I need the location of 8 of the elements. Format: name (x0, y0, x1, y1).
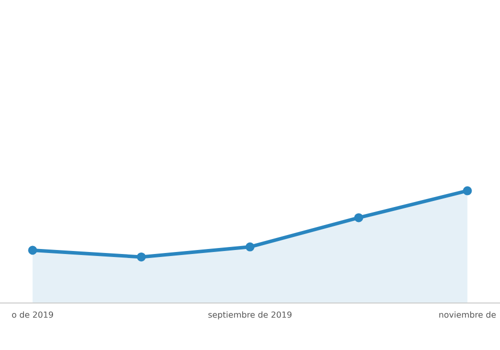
x-tick-label: o de 2019 (12, 311, 54, 318)
point (246, 242, 254, 252)
x-tick-label: septiembre de 2019 (208, 311, 292, 320)
point (136, 252, 146, 262)
point (462, 186, 472, 196)
point (354, 213, 364, 222)
x-tick-label: noviembre de (439, 311, 496, 318)
point (28, 246, 38, 255)
